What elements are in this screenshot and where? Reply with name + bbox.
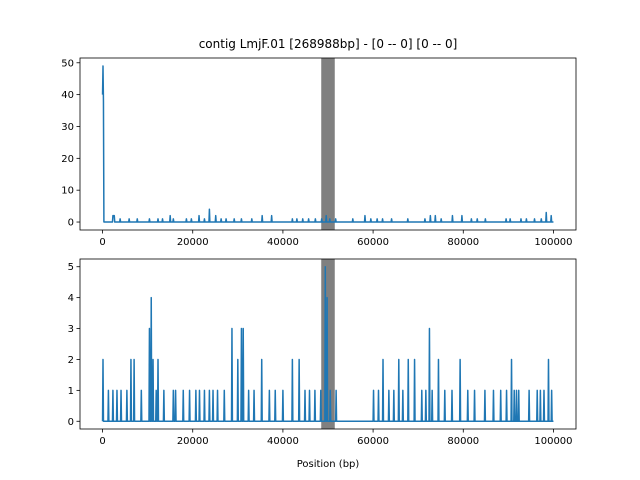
- top-panel-highlight-layer: [321, 58, 335, 230]
- top-panel-frame: [79, 57, 577, 231]
- bottom-panel-ytick-label: 5: [68, 262, 74, 273]
- top-panel-xtick-label: 40000: [267, 237, 299, 248]
- top-panel-ytick-label: 0: [68, 218, 74, 229]
- top-panel-xtick-label: 100000: [534, 237, 572, 248]
- bottom-panel-xticks: 0 20000 40000 60000 80000 100000: [99, 429, 573, 447]
- bottom-panel-xtick-label: 100000: [534, 436, 572, 447]
- chart-title: contig LmjF.01 [268988bp] - [0 -- 0] [0 …: [199, 37, 458, 51]
- top-panel: 0 20000 40000 60000 80000 100000 0 10 20 30 40 50: [61, 57, 577, 248]
- bottom-panel-ytick-label: 3: [68, 324, 74, 335]
- top-panel-xtick-label: 60000: [357, 237, 389, 248]
- top-panel-xtick-label: 20000: [177, 237, 209, 248]
- x-axis-label: Position (bp): [297, 459, 360, 470]
- top-panel-xtick-label: 80000: [447, 237, 479, 248]
- top-panel-series-line-0: [101, 65, 554, 223]
- top-panel-ytick-label: 10: [61, 186, 74, 197]
- bottom-panel-ytick-label: 4: [68, 293, 74, 304]
- top-panel-xtick-label: 0: [99, 237, 105, 248]
- bottom-panel: 0 20000 40000 60000 80000 100000 0 1 2 3 4 5: [68, 258, 577, 447]
- bottom-panel-ytick-label: 2: [68, 355, 74, 366]
- top-panel-yticks: 0 10 20 30 40 50: [61, 58, 80, 229]
- top-panel-ytick-label: 50: [61, 58, 74, 69]
- bottom-panel-xtick-label: 80000: [447, 436, 479, 447]
- bottom-panel-xtick-label: 40000: [267, 436, 299, 447]
- top-panel-ytick-label: 40: [61, 90, 74, 101]
- top-panel-xticks: 0 20000 40000 60000 80000 100000: [99, 230, 573, 248]
- bottom-panel-ytick-label: 0: [68, 417, 74, 428]
- bottom-panel-ytick-label: 1: [68, 386, 74, 397]
- bottom-panel-xtick-label: 60000: [357, 436, 389, 447]
- bottom-panel-yticks: 0 1 2 3 4 5: [68, 262, 80, 428]
- bottom-panel-series-layer: [101, 265, 554, 423]
- top-panel-ytick-label: 30: [61, 122, 74, 133]
- top-panel-series-layer: [101, 65, 554, 223]
- top-panel-ytick-label: 20: [61, 154, 74, 165]
- top-panel-highlight-band: [321, 58, 335, 230]
- bottom-panel-xtick-label: 0: [99, 436, 105, 447]
- bottom-panel-frame: [79, 258, 577, 430]
- bottom-panel-xtick-label: 20000: [177, 436, 209, 447]
- bottom-panel-series-line-0: [101, 265, 554, 423]
